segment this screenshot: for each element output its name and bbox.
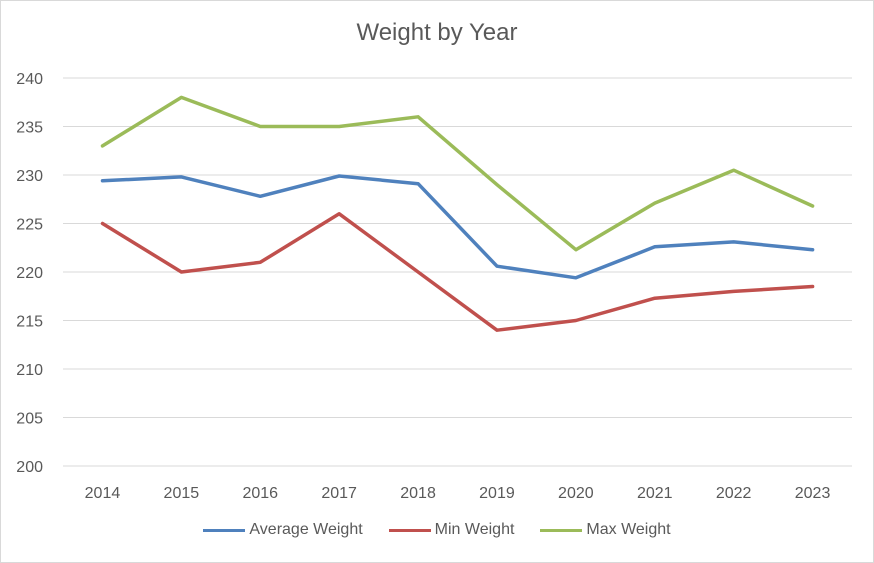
y-tick-label: 240: [16, 71, 43, 88]
x-tick-label: 2015: [164, 485, 200, 502]
x-tick-label: 2021: [637, 485, 673, 502]
legend-label: Average Weight: [249, 521, 363, 538]
y-tick-label: 225: [16, 217, 43, 234]
x-tick-label: 2022: [716, 485, 752, 502]
y-tick-label: 210: [16, 362, 43, 379]
legend-label: Max Weight: [586, 521, 671, 538]
x-tick-label: 2023: [795, 485, 831, 502]
x-tick-label: 2014: [85, 485, 121, 502]
x-tick-label: 2016: [242, 485, 278, 502]
legend-item: Min Weight: [388, 521, 515, 539]
legend-swatch: [388, 528, 431, 532]
series-line-average-weight: [100, 174, 815, 280]
legend-item: Average Weight: [203, 521, 363, 539]
series-line-min-weight: [100, 212, 815, 332]
y-tick-label: 230: [16, 168, 43, 185]
series-line-max-weight: [100, 95, 815, 252]
x-tick-label: 2020: [558, 485, 594, 502]
y-tick-label: 200: [16, 459, 43, 476]
legend-swatch: [203, 528, 246, 532]
chart-legend: Average Weight Min Weight Max Weight: [1, 521, 873, 539]
x-tick-label: 2018: [400, 485, 436, 502]
legend-item: Max Weight: [540, 521, 671, 539]
y-tick-label: 215: [16, 314, 43, 331]
y-tick-label: 235: [16, 120, 43, 137]
legend-label: Min Weight: [434, 521, 515, 538]
chart-title: Weight by Year: [356, 19, 518, 46]
legend-swatch: [540, 528, 583, 532]
y-tick-label: 205: [16, 411, 43, 428]
x-tick-label: 2019: [479, 485, 515, 502]
x-tick-label: 2017: [321, 485, 357, 502]
y-tick-label: 220: [16, 265, 43, 282]
